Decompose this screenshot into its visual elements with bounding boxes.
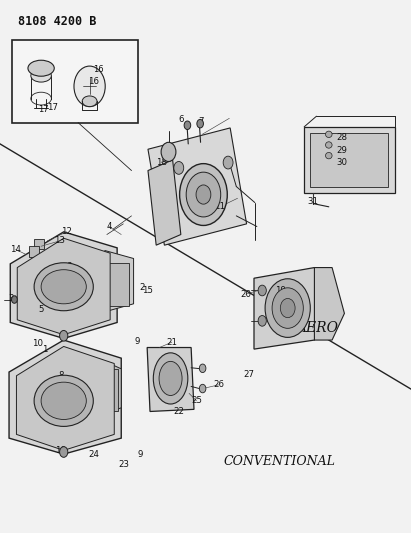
Text: 13: 13 (54, 237, 65, 245)
Ellipse shape (184, 121, 191, 130)
Ellipse shape (272, 288, 303, 328)
Text: 11: 11 (215, 203, 225, 211)
Polygon shape (9, 340, 121, 454)
Text: 19: 19 (275, 286, 286, 295)
Ellipse shape (60, 447, 68, 457)
Text: 2: 2 (139, 284, 145, 292)
Polygon shape (105, 361, 121, 415)
Ellipse shape (74, 66, 105, 107)
Ellipse shape (326, 142, 332, 148)
Text: 17: 17 (38, 105, 48, 114)
Ellipse shape (199, 364, 206, 373)
Text: AERO: AERO (296, 321, 338, 335)
Text: 17: 17 (47, 103, 58, 112)
Ellipse shape (34, 375, 93, 426)
Bar (109, 263, 129, 306)
Text: 6: 6 (178, 116, 184, 124)
Text: 12: 12 (61, 228, 72, 236)
Polygon shape (148, 128, 247, 245)
Text: 23: 23 (119, 461, 129, 469)
Text: 29: 29 (337, 146, 347, 155)
Text: 15: 15 (142, 286, 152, 295)
Text: 25: 25 (191, 397, 202, 405)
Ellipse shape (223, 156, 233, 169)
Text: 31: 31 (308, 197, 319, 206)
Ellipse shape (161, 142, 176, 161)
Polygon shape (254, 268, 332, 349)
Polygon shape (10, 232, 117, 338)
Ellipse shape (159, 361, 182, 395)
Text: 4: 4 (106, 222, 112, 231)
Text: 9: 9 (137, 450, 143, 458)
Bar (34, 239, 44, 249)
Text: 24: 24 (88, 450, 99, 458)
Ellipse shape (153, 353, 188, 404)
Polygon shape (304, 127, 395, 193)
Polygon shape (148, 160, 181, 245)
Polygon shape (17, 238, 110, 335)
Ellipse shape (186, 172, 221, 217)
Text: 10: 10 (32, 340, 43, 348)
Text: 1: 1 (42, 345, 47, 353)
Ellipse shape (180, 164, 227, 225)
Ellipse shape (41, 382, 86, 419)
Ellipse shape (197, 119, 203, 128)
Text: 10: 10 (55, 446, 66, 455)
Text: 3: 3 (9, 294, 14, 303)
Text: 8: 8 (66, 262, 72, 271)
Ellipse shape (28, 60, 54, 76)
Text: 30: 30 (337, 158, 347, 167)
Text: 8108 4200 B: 8108 4200 B (18, 15, 97, 28)
Ellipse shape (34, 263, 93, 311)
Text: 27: 27 (243, 370, 254, 378)
Text: 14: 14 (10, 245, 21, 254)
Text: CONVENTIONAL: CONVENTIONAL (224, 455, 335, 467)
Text: 28: 28 (337, 133, 347, 142)
Bar (108, 369, 118, 411)
Ellipse shape (31, 69, 51, 82)
Ellipse shape (199, 384, 206, 393)
Text: 21: 21 (166, 338, 177, 346)
Text: 5: 5 (38, 305, 44, 313)
Ellipse shape (82, 96, 97, 107)
Bar (12, 40, 138, 123)
Text: 9: 9 (135, 337, 141, 345)
Text: 18: 18 (156, 158, 166, 167)
Ellipse shape (174, 161, 184, 174)
Ellipse shape (265, 279, 310, 337)
Ellipse shape (258, 285, 266, 296)
Ellipse shape (326, 152, 332, 159)
Text: 16: 16 (93, 65, 104, 74)
Polygon shape (310, 133, 388, 187)
Text: 20: 20 (240, 290, 251, 298)
Bar (29, 246, 39, 257)
Polygon shape (105, 251, 134, 312)
Text: 16: 16 (88, 77, 99, 85)
Ellipse shape (60, 330, 68, 341)
Ellipse shape (326, 131, 332, 138)
Text: 26: 26 (213, 381, 224, 389)
Ellipse shape (12, 296, 17, 303)
Ellipse shape (196, 185, 211, 204)
Polygon shape (314, 268, 344, 340)
Text: 22: 22 (173, 407, 184, 416)
Polygon shape (147, 348, 194, 411)
Text: 7: 7 (199, 117, 204, 126)
Ellipse shape (41, 270, 86, 304)
Ellipse shape (258, 316, 266, 326)
Text: 8: 8 (58, 372, 64, 380)
Polygon shape (16, 346, 114, 450)
Ellipse shape (280, 298, 295, 318)
